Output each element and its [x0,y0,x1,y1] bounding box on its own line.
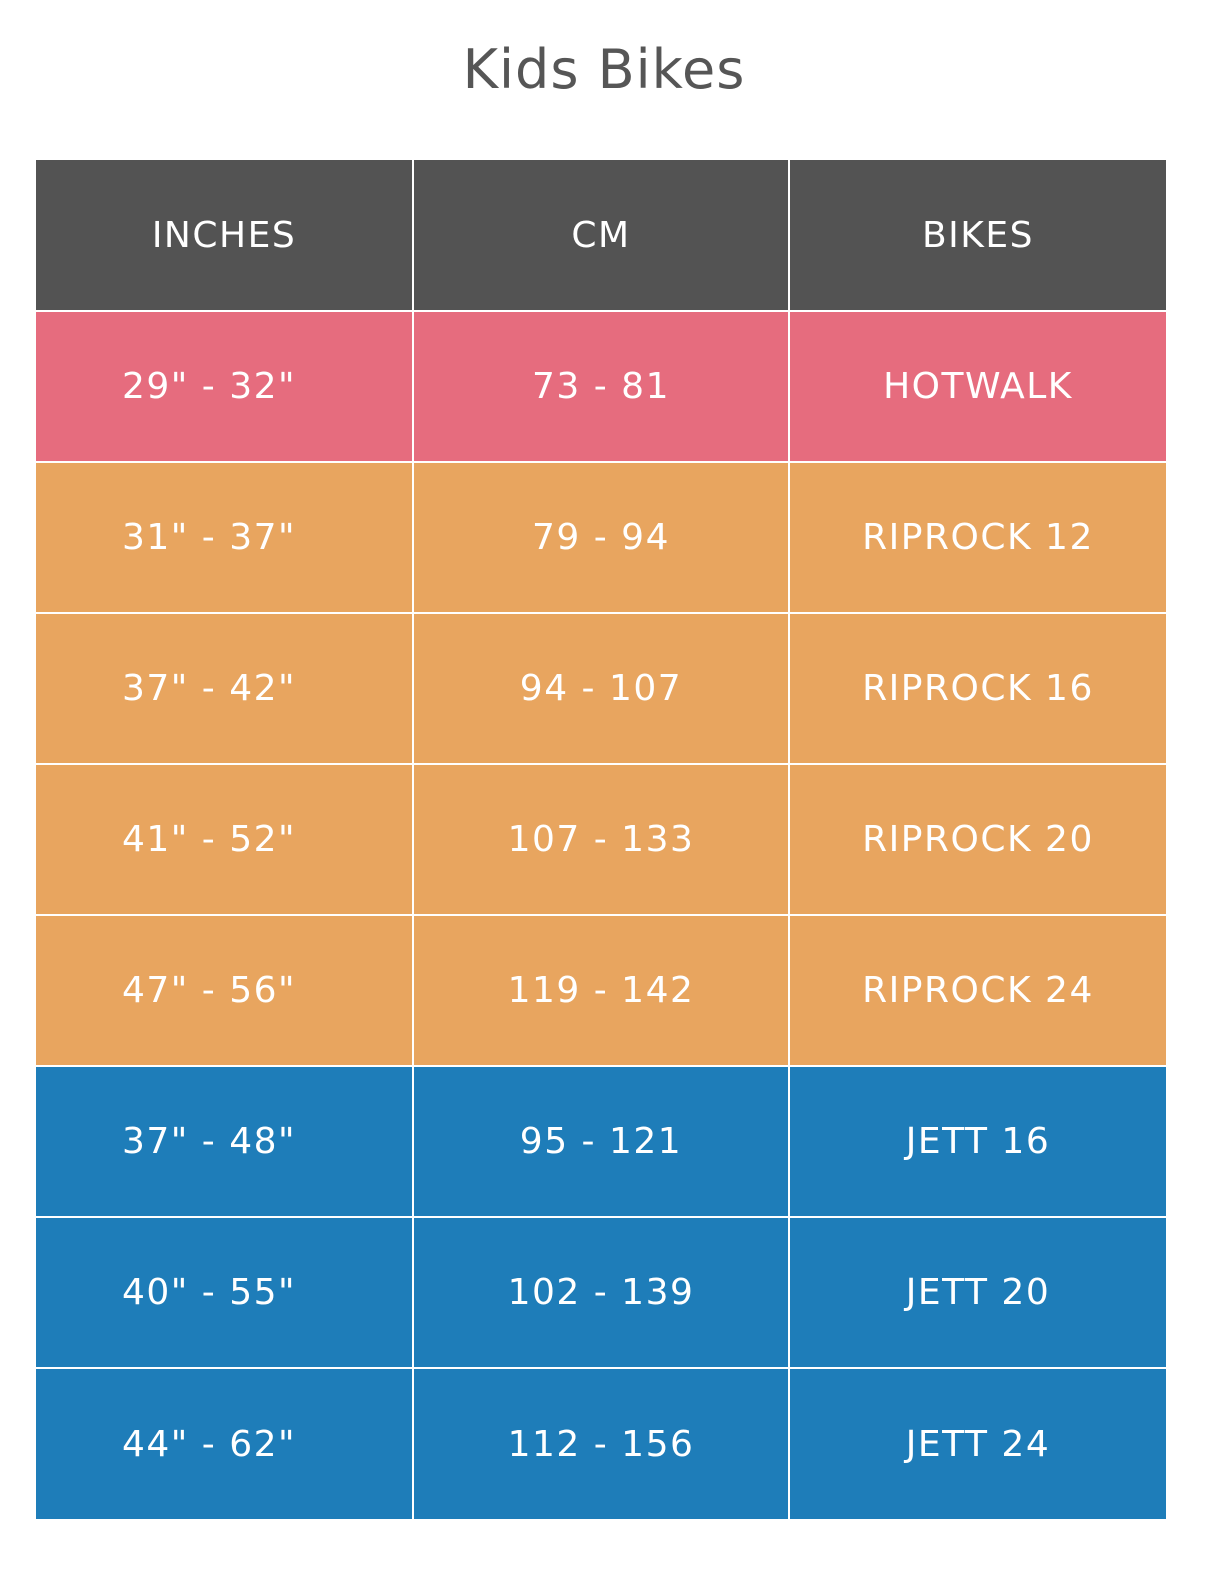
cell-cm: 73 - 81 [412,310,790,463]
cell-inches: 29" - 32" [36,310,414,463]
cell-cm: 79 - 94 [412,461,790,614]
cell-inches: 44" - 62" [36,1367,414,1519]
cell-bike: RIPROCK 20 [788,763,1166,916]
table-row: 41" - 52" 107 - 133 RIPROCK 20 [36,763,1166,916]
cell-inches: 41" - 52" [36,763,414,916]
cell-cm: 119 - 142 [412,914,790,1067]
table-row: 40" - 55" 102 - 139 JETT 20 [36,1216,1166,1369]
table-row: 37" - 48" 95 - 121 JETT 16 [36,1065,1166,1218]
table-row: 29" - 32" 73 - 81 HOTWALK [36,310,1166,463]
cell-bike: JETT 20 [788,1216,1166,1369]
page-title: Kids Bikes [462,38,746,101]
cell-inches: 31" - 37" [36,461,414,614]
table-row: 37" - 42" 94 - 107 RIPROCK 16 [36,612,1166,765]
cell-cm: 94 - 107 [412,612,790,765]
table-row: 47" - 56" 119 - 142 RIPROCK 24 [36,914,1166,1067]
cell-inches: 47" - 56" [36,914,414,1067]
cell-cm: 107 - 133 [412,763,790,916]
cell-bike: RIPROCK 24 [788,914,1166,1067]
header-cm: CM [412,160,790,312]
cell-bike: JETT 24 [788,1367,1166,1519]
cell-inches: 37" - 42" [36,612,414,765]
header-inches: INCHES [36,160,414,312]
table-header-row: INCHES CM BIKES [36,160,1166,312]
header-bikes: BIKES [788,160,1166,312]
cell-cm: 95 - 121 [412,1065,790,1218]
size-chart-table: INCHES CM BIKES 29" - 32" 73 - 81 HOTWAL… [36,160,1166,1519]
cell-cm: 102 - 139 [412,1216,790,1369]
cell-bike: RIPROCK 16 [788,612,1166,765]
cell-bike: RIPROCK 12 [788,461,1166,614]
cell-cm: 112 - 156 [412,1367,790,1519]
cell-inches: 40" - 55" [36,1216,414,1369]
table-row: 44" - 62" 112 - 156 JETT 24 [36,1367,1166,1519]
cell-bike: HOTWALK [788,310,1166,463]
cell-inches: 37" - 48" [36,1065,414,1218]
table-row: 31" - 37" 79 - 94 RIPROCK 12 [36,461,1166,614]
cell-bike: JETT 16 [788,1065,1166,1218]
